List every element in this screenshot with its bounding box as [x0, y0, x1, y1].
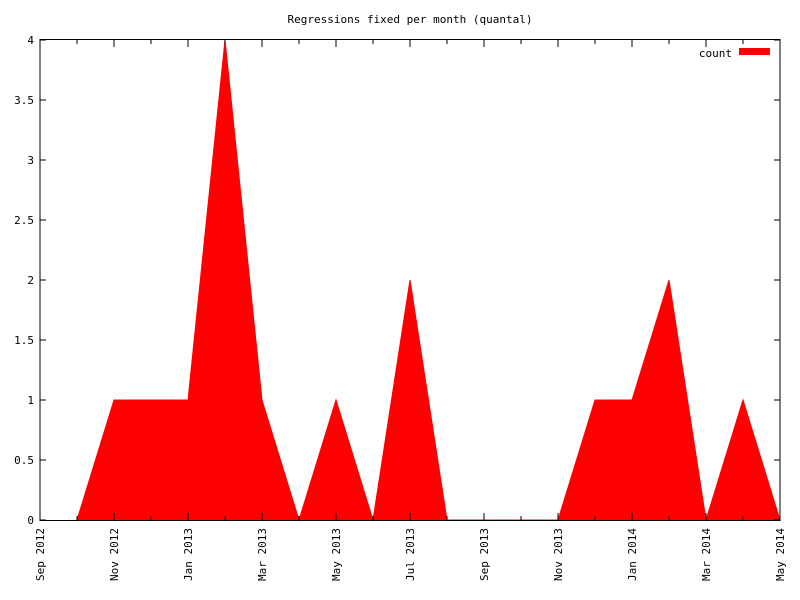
y-tick-label: 4 — [27, 34, 34, 47]
legend-label: count — [699, 47, 732, 60]
x-tick-label: Jan 2014 — [626, 528, 639, 581]
x-tick-label: Sep 2013 — [478, 528, 491, 581]
y-tick-label: 2.5 — [14, 214, 34, 227]
series-layer — [76, 39, 781, 522]
x-tick-label: Mar 2014 — [700, 528, 713, 581]
x-axis: Sep 2012 Nov 2012 Jan 2013 Mar 2013 May 2013… — [34, 40, 787, 581]
legend-swatch — [739, 48, 770, 55]
y-tick-label: 3.5 — [14, 94, 34, 107]
y-tick-label: 0.5 — [14, 454, 34, 467]
y-tick-label: 2 — [27, 274, 34, 287]
x-tick-label: Nov 2013 — [552, 528, 565, 581]
y-tick-label: 1.5 — [14, 334, 34, 347]
y-axis: 0 0.5 1 1.5 2 2.5 3 3.5 4 — [14, 34, 780, 527]
x-tick-label: Sep 2012 — [34, 528, 47, 581]
x-tick-label: Nov 2012 — [108, 528, 121, 581]
y-tick-label: 1 — [27, 394, 34, 407]
x-tick-label: May 2014 — [774, 528, 787, 581]
series-area-0 — [76, 39, 781, 522]
y-tick-label: 3 — [27, 154, 34, 167]
x-tick-label: Mar 2013 — [256, 528, 269, 581]
chart-title: Regressions fixed per month (quantal) — [287, 13, 532, 26]
legend: count — [699, 47, 770, 60]
x-tick-label: Jul 2013 — [404, 528, 417, 581]
y-tick-label: 0 — [27, 514, 34, 527]
x-tick-label: Jan 2013 — [182, 528, 195, 581]
x-tick-label: May 2013 — [330, 528, 343, 581]
